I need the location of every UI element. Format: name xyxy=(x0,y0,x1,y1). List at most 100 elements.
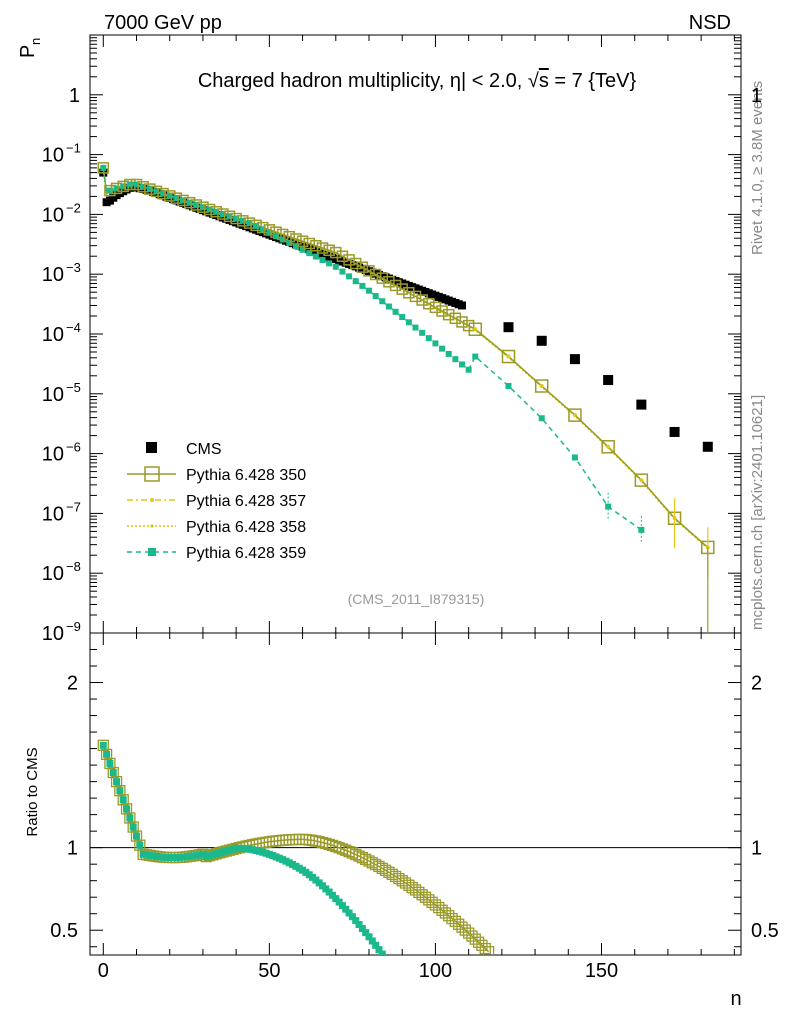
mc350-point xyxy=(256,221,269,234)
y-tick-label: 10 xyxy=(42,384,64,406)
mc350-point xyxy=(403,286,415,299)
mc350-point xyxy=(396,283,408,295)
cms-point xyxy=(458,301,466,310)
y-tick-label: 10 xyxy=(42,204,64,226)
mc359-ratio-point xyxy=(338,902,346,910)
mc359-point xyxy=(399,314,406,321)
mc350-ratio-point xyxy=(456,921,468,933)
mc359-point xyxy=(286,239,293,246)
mc359-point xyxy=(113,185,120,192)
legend-entry: Pythia 6.428 358 xyxy=(127,519,306,536)
mc359-point xyxy=(253,222,260,229)
mc359-point xyxy=(465,366,472,373)
y-tick-label: 10 xyxy=(42,264,64,286)
mc350-ratio-point xyxy=(446,912,458,925)
mc350-ratio-point xyxy=(376,862,388,875)
mc359-ratio-point xyxy=(385,960,392,967)
mc350-point xyxy=(389,279,402,292)
mc359-ratio-point xyxy=(372,941,380,949)
mc359-ratio-point xyxy=(106,759,114,767)
legend-marker-350 xyxy=(144,466,160,482)
mc359-point xyxy=(459,361,465,368)
ratio-tick-label-right: 2 xyxy=(751,673,762,695)
mc359-point xyxy=(186,199,193,206)
mc350-point xyxy=(296,235,309,247)
y-tick-exponent: −1 xyxy=(66,141,81,156)
mc357-point xyxy=(539,384,544,389)
y-tick-exponent: −5 xyxy=(66,380,81,395)
y-tick-exponent: −4 xyxy=(66,320,81,335)
mc350-ratio-point xyxy=(383,866,395,878)
mc359-ratio-point xyxy=(119,796,127,804)
mc350-point xyxy=(456,316,468,328)
mc359-point xyxy=(292,243,299,250)
mc357-line xyxy=(102,167,709,548)
ratio-series-group xyxy=(97,739,495,967)
mc350-ratio-point xyxy=(100,748,113,761)
mc350-point xyxy=(449,312,462,325)
mc350-point xyxy=(349,257,362,270)
svg-text:P: P xyxy=(17,45,39,58)
cms-point xyxy=(503,322,514,333)
y-tick-label: 10 xyxy=(42,145,64,167)
mc359-point xyxy=(445,350,452,357)
cms-point xyxy=(536,335,547,346)
mc350-point xyxy=(250,219,262,232)
ratio-tick-label: 2 xyxy=(67,673,78,695)
mc359-point xyxy=(273,233,279,240)
mc350-ratio-point xyxy=(453,918,465,930)
mc359-ratio-point xyxy=(123,805,131,813)
mc350-ratio-line xyxy=(102,745,490,953)
mc359-point xyxy=(312,253,319,260)
mc350-ratio-point xyxy=(120,803,133,815)
mc350-point xyxy=(383,276,395,288)
mc350-point xyxy=(442,308,455,321)
mc359-ratio-point xyxy=(352,917,360,925)
legend-label: Pythia 6.428 350 xyxy=(186,467,306,484)
mc350-point xyxy=(369,268,382,281)
mc350-point xyxy=(336,250,349,262)
mc350-ratio-point xyxy=(114,785,126,797)
x-tick-label: 150 xyxy=(585,960,618,982)
legend-marker-359 xyxy=(148,548,156,556)
mc350-point xyxy=(310,240,322,252)
mc350-ratio-point xyxy=(379,864,392,876)
mc357-point xyxy=(473,327,478,332)
x-axis-label: n xyxy=(730,988,741,1010)
mc359-ratio-point xyxy=(368,937,376,945)
mc359-point xyxy=(173,195,180,202)
y-tick-label: 10 xyxy=(42,503,64,525)
mc350-point xyxy=(356,261,369,273)
ratio-tick-label: 0.5 xyxy=(50,920,78,942)
mc350-ratio-point xyxy=(107,766,119,779)
legend-entry: Pythia 6.428 357 xyxy=(127,493,306,510)
mc350-ratio-point xyxy=(466,930,478,942)
mc359-point xyxy=(279,236,286,243)
mc359-ratio-point xyxy=(109,769,117,777)
mc359-point xyxy=(146,186,153,193)
mc350-point xyxy=(376,272,389,284)
y-tick-exponent: −9 xyxy=(66,619,81,634)
mc359-point xyxy=(538,415,545,422)
mc359-ratio-point xyxy=(335,898,343,906)
mc359-ratio-point xyxy=(345,909,353,917)
mc358-line xyxy=(102,168,709,549)
legend-label: Pythia 6.428 358 xyxy=(186,519,306,536)
mc359-point xyxy=(266,229,273,236)
mc359-ratio-point xyxy=(103,750,111,758)
mc350-ratio-point xyxy=(449,915,462,928)
mc350-ratio-point xyxy=(104,757,116,770)
mc350-point xyxy=(501,349,516,364)
mc350-point xyxy=(409,290,422,303)
mc359-point xyxy=(366,287,372,294)
mc359-point xyxy=(219,211,226,218)
mc350-point xyxy=(568,408,582,422)
mc350-ratio-point xyxy=(97,739,109,751)
mc350-point xyxy=(343,254,355,266)
mc359-point xyxy=(319,256,326,263)
ratio-tick-label-right: 1 xyxy=(751,838,762,860)
x-tick-label: 100 xyxy=(419,960,452,982)
mc359-point xyxy=(346,273,353,280)
mc359-point xyxy=(571,454,578,461)
legend-label: CMS xyxy=(186,441,222,458)
